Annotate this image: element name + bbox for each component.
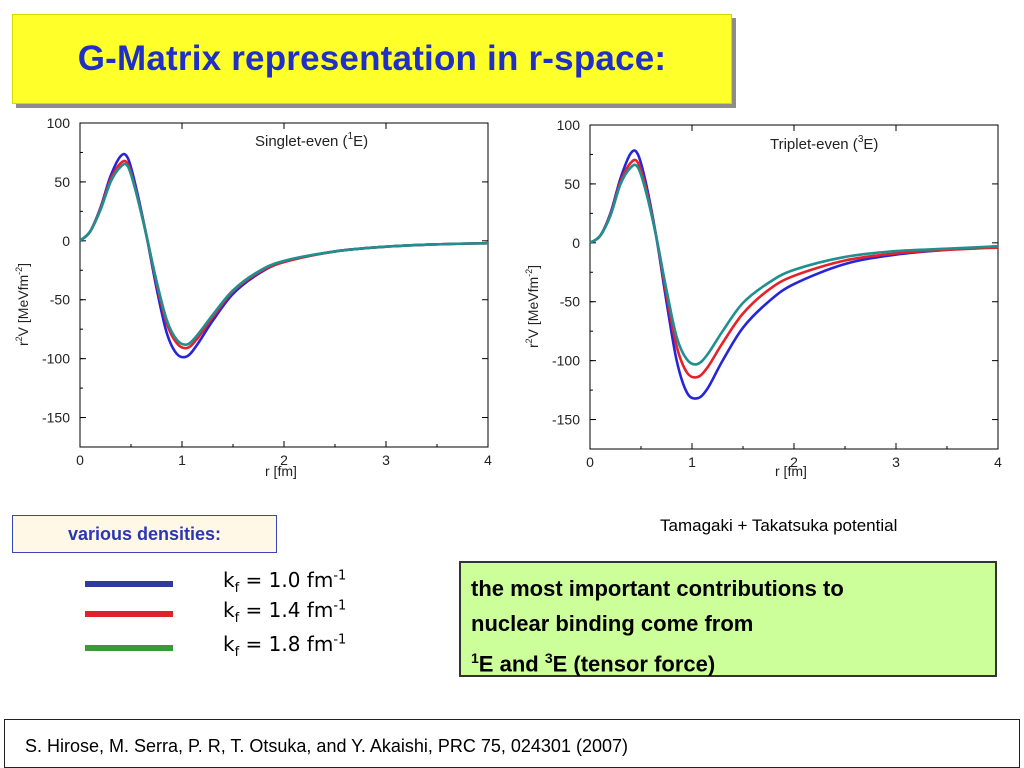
y-axis-label: r2V [MeVfm-2] — [14, 263, 31, 346]
legend-label: kf = 1.0 fm-1 — [223, 568, 347, 596]
triplet-even-chart: 100 50 0 -50 -100 -150 0 1 2 3 4 Triplet-even (3E)… — [524, 117, 1002, 479]
x-tick-label: 2 — [790, 454, 798, 470]
singlet-even-chart: 100 50 0 -50 -100 -150 0 1 2 3 4 Singlet-even (1E)… — [14, 115, 492, 479]
x-tick-label: 1 — [178, 452, 186, 468]
plot-frame — [79, 122, 489, 448]
y-tick-label: 0 — [572, 235, 580, 251]
note-line: nuclear binding come from — [471, 611, 754, 636]
y-tick-label: 50 — [564, 176, 580, 192]
series-line — [589, 149, 999, 400]
key-finding-note: the most important contributions to nucl… — [459, 561, 997, 677]
slide-title: G-Matrix representation in r-space: — [77, 39, 667, 78]
y-tick-label: 0 — [62, 233, 70, 249]
x-tick-label: 3 — [382, 452, 390, 468]
x-tick-label: 3 — [892, 454, 900, 470]
y-tick-label: 100 — [557, 117, 581, 133]
x-tick-label: 0 — [76, 452, 84, 468]
y-tick-label: -50 — [560, 294, 580, 310]
legend-line-green — [85, 645, 173, 651]
densities-label: various densities: — [67, 523, 222, 544]
chart-title: Triplet-even (3E) — [770, 134, 878, 153]
legend-label: kf = 1.8 fm-1 — [223, 632, 347, 660]
series-line — [79, 152, 489, 359]
x-tick-label: 1 — [688, 454, 696, 470]
legend-item: kf = 1.8 fm-1 — [85, 630, 405, 664]
x-tick-label: 2 — [280, 452, 288, 468]
legend-line-blue — [85, 581, 173, 587]
chart-title: Singlet-even (1E) — [255, 131, 368, 150]
y-tick-label: -150 — [552, 412, 580, 428]
y-tick-label: -50 — [50, 292, 70, 308]
potential-source-note: Tamagaki + Takatsuka potential — [660, 516, 898, 535]
x-tick-label: 4 — [484, 452, 492, 468]
y-tick-label: -100 — [552, 353, 580, 369]
plot-frame — [589, 124, 999, 450]
y-tick-label: 100 — [47, 115, 71, 131]
series-line — [79, 162, 489, 346]
x-axis-label: r [fm] — [265, 463, 297, 479]
y-tick-label: 50 — [54, 174, 70, 190]
densities-label-box: various densities: — [12, 515, 277, 553]
note-line: the most important contributions to — [471, 576, 844, 601]
y-tick-label: -100 — [42, 351, 70, 367]
x-tick-label: 4 — [994, 454, 1002, 470]
title-banner: G-Matrix representation in r-space: — [12, 14, 732, 104]
citation: S. Hirose, M. Serra, P. R, T. Otsuka, an… — [4, 719, 1020, 768]
note-line: 1E and 3E (tensor force) — [471, 650, 716, 677]
y-axis-label: r2V [MeVfm-2] — [524, 265, 541, 348]
legend-line-red — [85, 611, 173, 617]
x-tick-label: 0 — [586, 454, 594, 470]
series-line — [589, 163, 999, 366]
series-line — [589, 158, 999, 379]
x-axis-label: r [fm] — [775, 463, 807, 479]
y-tick-label: -150 — [42, 410, 70, 426]
legend-item: kf = 1.0 fm-1 — [85, 566, 405, 600]
legend-item: kf = 1.4 fm-1 — [85, 596, 405, 630]
series-line — [79, 159, 489, 350]
legend-label: kf = 1.4 fm-1 — [223, 598, 347, 626]
